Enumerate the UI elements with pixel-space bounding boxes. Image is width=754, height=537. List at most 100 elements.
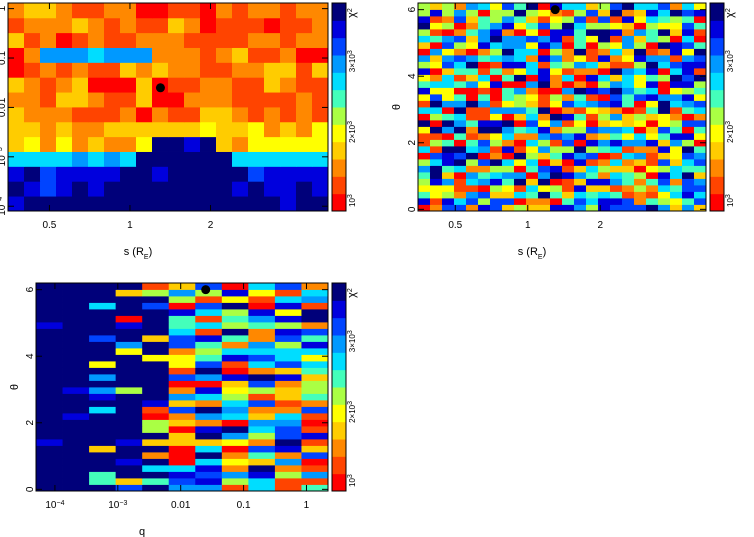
heatmap-cell — [622, 35, 635, 43]
heatmap-cell — [216, 62, 233, 78]
heatmap-cell — [200, 181, 217, 197]
heatmap-cell — [40, 47, 57, 63]
heatmap-cell — [586, 29, 599, 36]
heatmap-cell — [514, 87, 527, 95]
heatmap-cell — [526, 133, 539, 140]
heatmap-cell — [610, 42, 623, 49]
heatmap-cell — [115, 302, 143, 310]
heatmap-cell — [115, 341, 143, 349]
heatmap-cell — [670, 139, 683, 147]
heatmap-cell — [8, 196, 25, 212]
heatmap-cell — [24, 107, 41, 123]
heatmap-cell — [550, 42, 563, 49]
heatmap-cell — [221, 445, 249, 453]
heatmap-cell — [24, 77, 41, 93]
heatmap-cell — [610, 198, 623, 205]
heatmap-cell — [670, 94, 683, 101]
heatmap-cell — [514, 55, 527, 62]
heatmap-cell — [36, 328, 63, 336]
heatmap-cell — [168, 92, 185, 108]
heatmap-cell — [538, 126, 551, 134]
heatmap-cell — [658, 87, 671, 95]
heatmap-cell — [104, 47, 121, 63]
heatmap-cell — [454, 204, 467, 212]
heatmap-cell — [586, 120, 599, 127]
heatmap-cell — [598, 120, 611, 127]
heatmap-cell — [586, 172, 599, 179]
heatmap-cell — [142, 471, 170, 479]
heatmap-cell — [562, 74, 575, 82]
heatmap-cell — [115, 283, 143, 290]
heatmap-cell — [526, 120, 539, 127]
heatmap-cell — [682, 81, 695, 88]
heatmap-cell — [694, 146, 707, 153]
heatmap-cell — [598, 185, 611, 192]
heatmap-cell — [195, 348, 223, 355]
heatmap-cell — [502, 55, 515, 62]
heatmap-cell — [136, 77, 153, 93]
heatmap-cell — [646, 204, 659, 212]
heatmap-cell — [168, 62, 185, 78]
heatmap-cell — [248, 393, 276, 401]
heatmap-cell — [120, 47, 137, 63]
colorbar-label: χ2 — [346, 288, 358, 298]
heatmap-cell — [430, 61, 443, 69]
heatmap-cell — [658, 191, 671, 199]
heatmap-cell — [36, 478, 63, 485]
heatmap-cell — [670, 3, 683, 10]
x-tick-label: 1 — [304, 500, 310, 511]
heatmap-cell — [142, 367, 170, 375]
heatmap-cell — [89, 445, 117, 453]
heatmap-cell — [232, 107, 249, 123]
heatmap-cell — [478, 48, 491, 56]
heatmap-cell — [221, 406, 249, 414]
heatmap-cell — [248, 77, 265, 93]
heatmap-cell — [658, 172, 671, 179]
heatmap-cell — [466, 133, 479, 140]
heatmap-cell — [168, 484, 196, 492]
heatmap-cell — [682, 29, 695, 36]
heatmap-cell — [168, 322, 196, 329]
colorbar-segment — [332, 404, 346, 423]
heatmap-cell — [442, 9, 455, 17]
heatmap-cell — [62, 465, 90, 472]
y-tick-label: 6 — [407, 6, 418, 12]
heatmap-cell — [526, 55, 539, 62]
heatmap-cell — [478, 74, 491, 82]
heatmap-cell — [115, 465, 143, 472]
heatmap-cell — [550, 29, 563, 36]
heatmap-cell — [296, 3, 313, 19]
heatmap-cell — [502, 178, 515, 186]
heatmap-cell — [142, 374, 170, 381]
heatmap-cell — [670, 22, 683, 30]
heatmap-cell — [670, 107, 683, 114]
heatmap-cell — [89, 426, 117, 433]
heatmap-cell — [466, 94, 479, 101]
heatmap-cell — [72, 17, 89, 34]
heatmap-cell — [562, 55, 575, 62]
heatmap-cell — [598, 48, 611, 56]
heatmap-cell — [152, 151, 169, 167]
heatmap-cell — [168, 374, 196, 381]
heatmap-cell — [418, 165, 431, 173]
heatmap-cell — [8, 17, 25, 34]
heatmap-cell — [562, 126, 575, 134]
heatmap-cell — [216, 47, 233, 63]
heatmap-cell — [274, 380, 302, 388]
heatmap-cell — [574, 68, 587, 75]
heatmap-cell — [646, 198, 659, 205]
heatmap-cell — [24, 196, 41, 212]
heatmap-cell — [168, 400, 196, 407]
heatmap-cell — [562, 87, 575, 95]
heatmap-cell — [120, 92, 137, 108]
heatmap-cell — [221, 380, 249, 388]
heatmap-cell — [62, 445, 90, 453]
heatmap-cell — [454, 146, 467, 153]
heatmap-cell — [301, 432, 329, 440]
heatmap-cell — [526, 87, 539, 95]
heatmap-cell — [184, 136, 201, 152]
heatmap-cell — [89, 315, 117, 323]
heatmap-cell — [88, 136, 105, 152]
heatmap-cell — [538, 172, 551, 179]
heatmap-cell — [62, 413, 90, 420]
